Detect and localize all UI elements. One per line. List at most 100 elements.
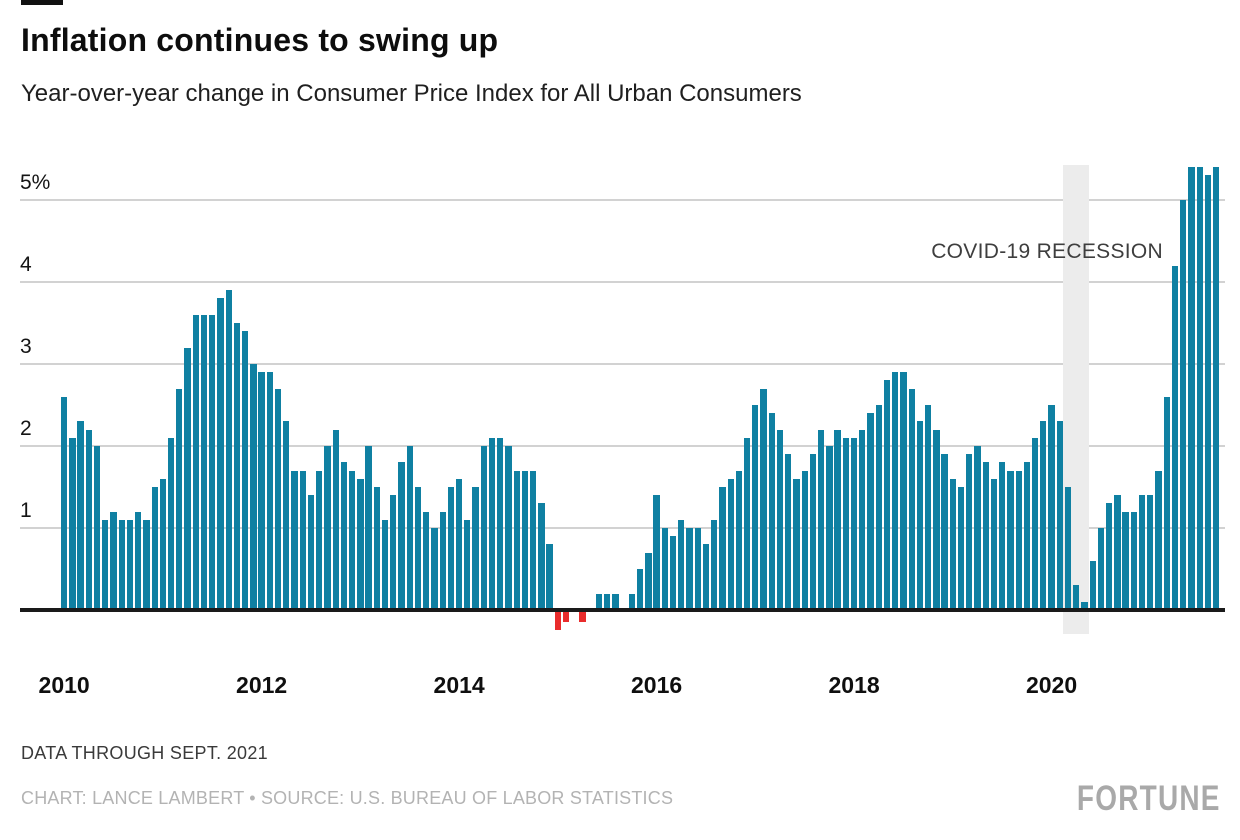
bar-positive — [966, 454, 973, 610]
bar-positive — [340, 462, 348, 610]
y-axis-label: 3 — [20, 335, 32, 358]
bar-positive — [143, 519, 150, 610]
bar-positive — [126, 519, 134, 610]
bar-positive — [1081, 601, 1088, 610]
bar-positive — [669, 536, 677, 610]
bar-positive — [447, 487, 455, 610]
bar-positive — [752, 405, 759, 610]
y-axis-label: 5% — [20, 171, 51, 194]
bar-positive — [604, 593, 611, 610]
bar-positive — [414, 487, 422, 610]
bar-positive — [151, 487, 158, 610]
bar-positive — [768, 413, 775, 610]
bar-positive — [1106, 503, 1113, 610]
bar-positive — [118, 519, 125, 610]
bar-positive — [1171, 265, 1179, 610]
bar-positive — [513, 470, 520, 610]
bar-positive — [957, 487, 965, 610]
gridline — [20, 445, 1225, 447]
x-axis-year-label: 2010 — [38, 672, 90, 698]
bar-positive — [900, 372, 907, 610]
bar-positive — [801, 470, 808, 610]
bar-positive — [1114, 495, 1121, 610]
bar-positive — [1163, 396, 1170, 610]
bar-positive — [661, 528, 668, 610]
bar-negative — [562, 610, 570, 623]
bar-positive — [439, 511, 446, 610]
bar-positive — [332, 429, 339, 610]
bar-positive — [793, 478, 800, 610]
bar-positive — [999, 462, 1006, 610]
bar-negative — [554, 610, 561, 631]
bar-positive — [883, 380, 891, 610]
bar-positive — [1130, 511, 1137, 610]
bar-positive — [184, 347, 191, 610]
bar-positive — [176, 388, 183, 610]
bar-positive — [933, 429, 940, 610]
bar-positive — [916, 421, 924, 610]
bar-positive — [719, 487, 726, 610]
bar-positive — [274, 388, 282, 610]
x-axis-year-label: 2014 — [433, 672, 485, 698]
bar-positive — [348, 470, 356, 610]
bar-positive — [867, 413, 874, 610]
chart-subtitle: Year-over-year change in Consumer Price … — [21, 80, 802, 107]
bar-positive — [1147, 495, 1154, 610]
bar-positive — [365, 446, 372, 610]
x-axis-year-label: 2016 — [631, 672, 683, 698]
bar-positive — [612, 593, 619, 610]
data-through-note: DATA THROUGH SEPT. 2021 — [21, 743, 268, 763]
bar-positive — [1064, 487, 1072, 610]
x-axis-year-label: 2018 — [828, 672, 880, 698]
bar-positive — [834, 429, 841, 610]
bar-positive — [85, 429, 92, 610]
page-title: Inflation continues to swing up — [21, 22, 499, 58]
bar-positive — [760, 388, 767, 610]
bar-positive — [990, 478, 998, 610]
bar-positive — [645, 552, 652, 610]
bar-positive — [431, 528, 438, 610]
bar-positive — [974, 446, 981, 610]
bar-positive — [258, 372, 265, 610]
bar-positive — [1023, 462, 1031, 610]
recession-annotation: COVID-19 RECESSION — [931, 240, 1163, 263]
bar-positive — [678, 519, 685, 610]
bar-positive — [653, 495, 660, 610]
bar-positive — [381, 519, 389, 610]
bar-positive — [209, 314, 216, 610]
bar-positive — [1097, 528, 1105, 610]
bar-positive — [530, 470, 537, 610]
bar-positive — [892, 372, 899, 610]
bar-positive — [1089, 560, 1096, 610]
top-accent-rule — [21, 0, 63, 5]
bar-positive — [266, 372, 273, 610]
bar-positive — [217, 298, 224, 610]
bar-positive — [908, 388, 915, 610]
bar-positive — [233, 323, 241, 610]
bar-negative — [579, 610, 586, 623]
bar-positive — [455, 478, 463, 610]
bar-positive — [1040, 421, 1047, 610]
gridline — [20, 363, 1225, 365]
bar-positive — [61, 396, 68, 610]
bar-positive — [859, 429, 866, 610]
bar-positive — [102, 519, 109, 610]
bar-positive — [135, 511, 142, 610]
bar-positive — [390, 495, 397, 610]
bar-positive — [818, 429, 825, 610]
bar-positive — [291, 470, 298, 610]
x-axis-line — [20, 608, 1225, 612]
bar-positive — [373, 487, 380, 610]
bar-positive — [702, 544, 710, 610]
bar-positive — [225, 290, 232, 610]
gridline — [20, 199, 1225, 201]
x-axis-year-label: 2020 — [1025, 672, 1078, 698]
y-axis-label: 1 — [20, 499, 32, 522]
bar-positive — [949, 478, 956, 610]
bar-positive — [69, 437, 76, 610]
gridline — [20, 281, 1225, 283]
bar-positive — [1015, 470, 1022, 610]
bar-positive — [423, 511, 430, 610]
